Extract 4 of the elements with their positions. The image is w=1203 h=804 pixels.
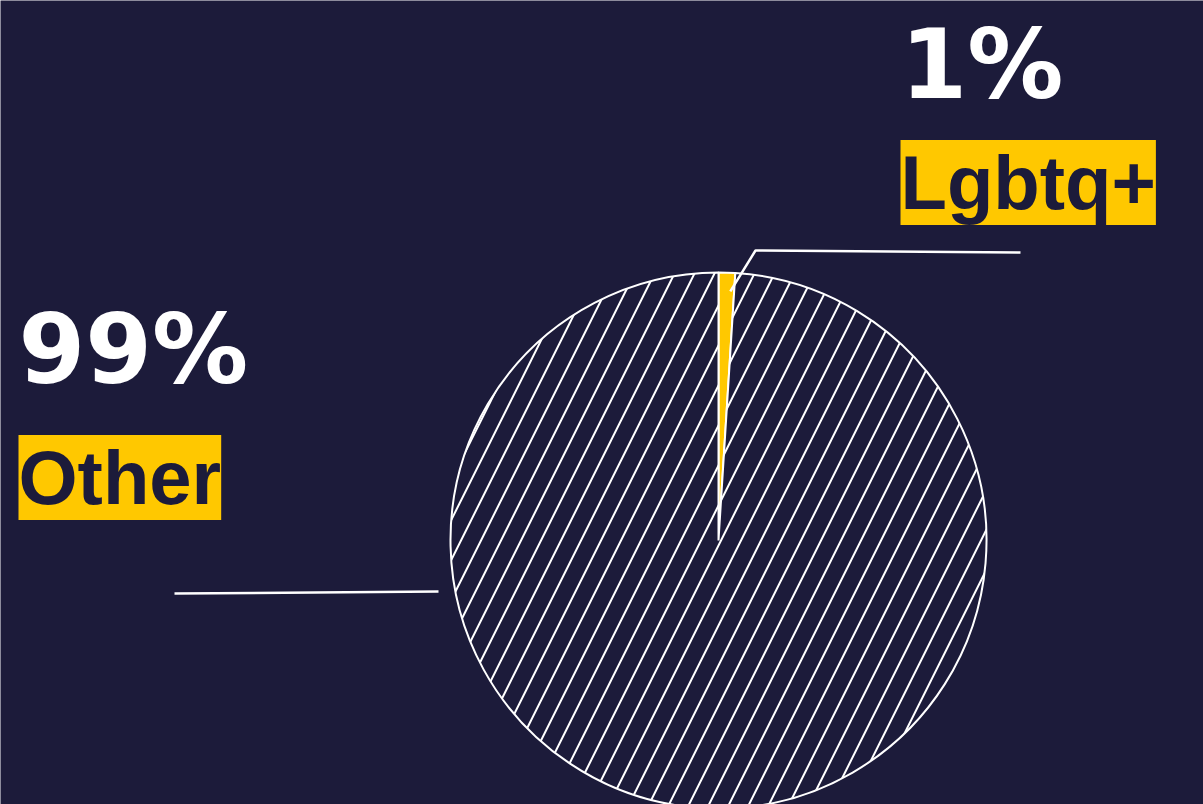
slice-label: Other xyxy=(18,435,222,520)
data-label: 1% xyxy=(900,8,1064,121)
data-label: 99% xyxy=(18,293,249,406)
slice-label: Lgbtq+ xyxy=(900,140,1156,225)
